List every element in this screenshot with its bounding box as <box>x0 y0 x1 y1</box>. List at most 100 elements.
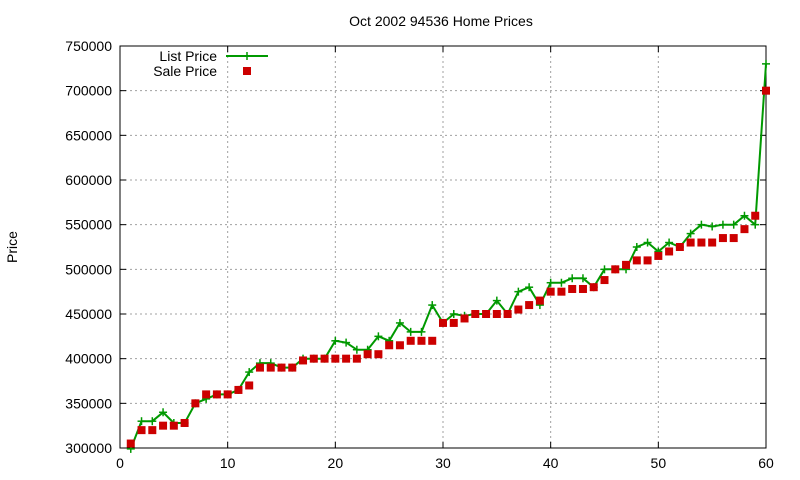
data-point <box>428 336 437 345</box>
legend-marker <box>243 67 251 75</box>
legend: List Price Sale Price <box>153 48 268 79</box>
data-point <box>299 356 308 365</box>
data-point <box>395 318 404 327</box>
y-tick-label: 450000 <box>65 306 112 322</box>
data-point <box>643 238 652 247</box>
data-point <box>449 318 458 327</box>
y-tick-label: 400000 <box>65 351 112 367</box>
y-tick-label: 300000 <box>65 440 112 456</box>
data-point <box>417 327 426 336</box>
data-point <box>126 439 135 448</box>
data-point <box>428 301 437 310</box>
data-point <box>751 211 760 220</box>
y-tick-label: 650000 <box>65 127 112 143</box>
data-point <box>385 341 394 350</box>
data-point <box>751 220 760 229</box>
data-point <box>406 336 415 345</box>
data-point <box>589 283 598 292</box>
data-point <box>223 390 232 399</box>
data-point <box>729 220 738 229</box>
legend-item-sale-price: Sale Price <box>153 63 251 79</box>
x-tick-label: 20 <box>328 455 344 471</box>
data-point <box>578 284 587 293</box>
data-point <box>686 238 695 247</box>
data-point <box>202 390 211 399</box>
data-point <box>331 336 340 345</box>
x-tick-label: 0 <box>116 455 124 471</box>
data-point <box>288 363 297 372</box>
data-point <box>169 421 178 430</box>
data-point <box>245 368 254 377</box>
grid <box>120 46 766 448</box>
data-point <box>449 310 458 318</box>
data-point <box>697 238 706 247</box>
data-point <box>374 332 383 341</box>
data-point <box>309 354 318 363</box>
data-point <box>708 222 717 231</box>
y-tick-label: 500000 <box>65 261 112 277</box>
data-point <box>525 301 534 310</box>
data-point <box>406 327 415 336</box>
data-point <box>665 238 674 247</box>
legend-label-list-price: List Price <box>159 48 217 64</box>
data-point <box>417 336 426 345</box>
legend-marker <box>243 52 251 60</box>
y-tick-label: 600000 <box>65 172 112 188</box>
data-point <box>632 256 641 265</box>
data-point <box>718 220 727 229</box>
data-point <box>331 354 340 363</box>
data-point <box>342 338 351 347</box>
data-point <box>568 274 577 283</box>
data-point <box>492 310 501 318</box>
data-point <box>697 220 706 229</box>
data-point <box>557 287 566 296</box>
data-point <box>320 354 329 363</box>
data-point <box>148 417 157 426</box>
data-point <box>729 234 738 243</box>
y-tick-label: 700000 <box>65 83 112 99</box>
series-list-price <box>126 59 770 453</box>
data-point <box>137 426 146 435</box>
data-point <box>675 243 684 251</box>
data-point <box>159 421 168 430</box>
data-point <box>643 256 652 265</box>
x-tick-label: 50 <box>651 455 667 471</box>
x-tick-label: 40 <box>543 455 559 471</box>
data-point <box>342 354 351 363</box>
data-point <box>395 341 404 350</box>
y-axis-label: Price <box>4 231 20 263</box>
data-point <box>482 310 491 318</box>
data-point <box>632 243 641 251</box>
data-point <box>762 59 770 68</box>
data-point <box>514 287 523 296</box>
legend-label-sale-price: Sale Price <box>153 63 217 79</box>
series <box>126 59 770 453</box>
data-point <box>148 426 157 435</box>
data-point <box>352 354 361 363</box>
data-point <box>600 265 609 274</box>
data-point <box>460 314 469 323</box>
x-tick-label: 10 <box>220 455 236 471</box>
data-point <box>535 296 544 305</box>
series-sale-price <box>126 86 770 448</box>
data-point <box>740 211 749 220</box>
legend-swatch-list-price <box>226 52 268 60</box>
data-point <box>740 225 749 234</box>
y-tick-label: 550000 <box>65 217 112 233</box>
legend-swatch-sale-price <box>243 67 251 75</box>
data-point <box>234 385 243 394</box>
data-point <box>686 229 695 238</box>
data-point <box>654 251 663 260</box>
data-point <box>159 408 168 417</box>
data-point <box>191 399 200 408</box>
data-point <box>212 390 221 399</box>
data-point <box>439 318 447 327</box>
data-point <box>374 350 383 359</box>
data-point <box>471 310 480 318</box>
x-tick-label: 30 <box>435 455 451 471</box>
data-point <box>525 283 534 292</box>
data-point <box>492 296 501 305</box>
data-point <box>266 363 275 372</box>
data-point <box>137 417 146 426</box>
